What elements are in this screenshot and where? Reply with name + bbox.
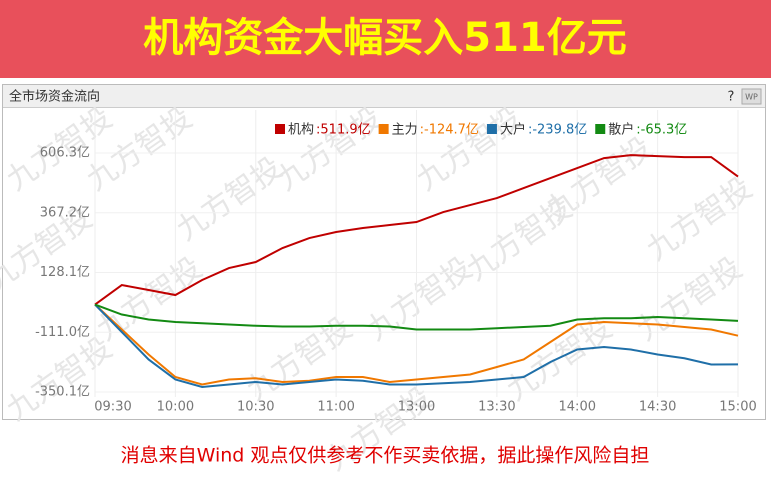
wp-label: WP <box>745 93 758 102</box>
legend-name: 机构 <box>288 123 314 138</box>
x-tick-label: 13:00 <box>398 400 435 415</box>
panel <box>2 84 766 420</box>
legend-value: :-239.8亿 <box>528 123 587 138</box>
legend-value: :511.9亿 <box>316 123 371 138</box>
legend-swatch <box>378 124 389 134</box>
series-line <box>94 303 739 331</box>
x-tick-label: 10:00 <box>157 400 194 415</box>
legend-name: 大户 <box>500 122 526 138</box>
disclaimer: 消息来自Wind 观点仅供参考不作买卖依据，据此操作风险自担 <box>121 445 650 467</box>
banner <box>0 0 771 78</box>
series-line <box>94 303 739 386</box>
x-tick-label: 13:30 <box>478 400 515 415</box>
x-tick-label: 15:00 <box>719 400 756 415</box>
y-tick-label: 367.2亿 <box>40 205 90 220</box>
x-tick-label: 14:00 <box>559 400 596 415</box>
help-button[interactable]: ? <box>728 90 735 105</box>
x-tick-label: 10:30 <box>237 400 274 415</box>
y-tick-label: 128.1亿 <box>40 265 90 280</box>
y-tick-label: 606.3亿 <box>40 146 90 161</box>
series-line <box>94 303 739 388</box>
x-tick-label: 11:00 <box>317 400 354 415</box>
x-tick-label: 09:30 <box>94 400 131 415</box>
legend-name: 主力 <box>392 123 418 138</box>
legend-value: :-124.7亿 <box>420 123 479 138</box>
x-tick-label: 14:30 <box>639 400 676 415</box>
y-tick-label: -111.0亿 <box>35 325 90 340</box>
panel-title: 全市场资金流向 <box>9 89 100 105</box>
panel-header <box>3 85 765 107</box>
banner-title: 机构资金大幅买入511亿元 <box>143 15 627 61</box>
legend-swatch <box>595 124 606 134</box>
legend-swatch <box>486 124 497 134</box>
y-tick-label: -350.1亿 <box>35 385 90 400</box>
wp-button[interactable] <box>741 88 762 105</box>
plot: 606.3亿 367.2亿 128.1亿 -111.0亿 -350.1亿 09:30 10:… <box>35 110 757 415</box>
series-line <box>94 154 739 306</box>
legend-name: 散户 <box>608 122 634 138</box>
legend-swatch <box>275 124 285 134</box>
legend-value: :-65.3亿 <box>636 123 687 138</box>
